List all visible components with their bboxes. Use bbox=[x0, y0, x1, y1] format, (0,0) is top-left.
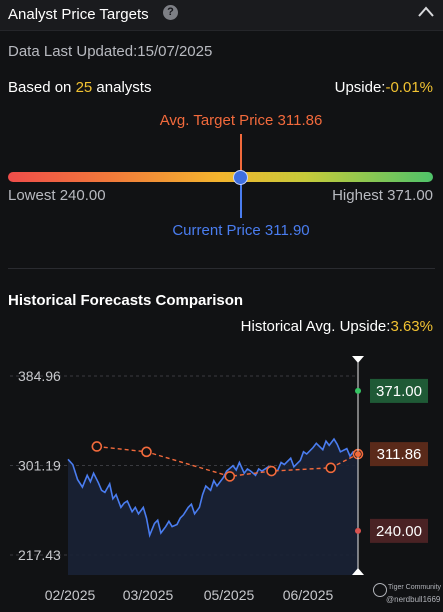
watermark-line1: Tiger Community bbox=[388, 584, 442, 591]
avg-target-point bbox=[91, 441, 103, 452]
current-price-dot bbox=[233, 170, 248, 185]
target-badge bbox=[370, 442, 428, 467]
price-range-bar bbox=[8, 172, 433, 182]
x-tick-label: 02/2025 bbox=[45, 587, 96, 603]
target-badge-label: 240.00 bbox=[376, 523, 422, 540]
target-badge bbox=[370, 518, 428, 543]
target-badge-label: 311.86 bbox=[377, 446, 422, 463]
target-badge bbox=[370, 378, 428, 403]
guide-top-triangle-icon bbox=[352, 356, 364, 363]
badge-dot bbox=[355, 387, 361, 394]
y-tick-label: 384.96 bbox=[18, 368, 61, 384]
badge-dot bbox=[355, 451, 361, 458]
price-line bbox=[67, 437, 359, 539]
price-area bbox=[68, 439, 358, 575]
avg-target-point bbox=[266, 465, 277, 477]
avg-target-marker bbox=[240, 134, 242, 176]
history-chart[interactable]: 384.96 301.19 217.43 371.00 311.86 240.00 02/2… bbox=[0, 350, 443, 612]
history-avg-upside: Historical Avg. Upside:3.63% bbox=[240, 318, 433, 335]
help-icon[interactable]: ? bbox=[163, 5, 178, 20]
avg-target-point bbox=[325, 462, 337, 474]
chevron-up-icon[interactable] bbox=[417, 5, 435, 19]
section-divider bbox=[8, 268, 435, 269]
current-price-label: Current Price 311.90 bbox=[172, 222, 310, 239]
target-badge-label: 371.00 bbox=[376, 383, 422, 400]
y-tick-label: 301.19 bbox=[18, 458, 61, 474]
upside: Upside:-0.01% bbox=[334, 79, 433, 96]
avg-target-line bbox=[96, 445, 359, 478]
last-updated: Data Last Updated:15/07/2025 bbox=[8, 43, 213, 60]
avg-target-point bbox=[224, 471, 236, 482]
watermark-line2: @nerdbull1669 bbox=[386, 595, 441, 604]
x-tick-label: 06/2025 bbox=[283, 587, 334, 603]
x-tick-label: 05/2025 bbox=[204, 587, 255, 603]
avg-target-label: Avg. Target Price 311.86 bbox=[159, 112, 323, 129]
current-price-marker bbox=[240, 184, 242, 218]
highest-target: Highest 371.00 bbox=[332, 187, 433, 204]
lowest-target: Lowest 240.00 bbox=[8, 187, 106, 204]
avg-target-point bbox=[141, 446, 152, 458]
watermark-logo-icon bbox=[373, 583, 387, 597]
x-tick-label: 03/2025 bbox=[123, 587, 174, 603]
guide-bottom-triangle-icon bbox=[352, 568, 364, 575]
history-title: Historical Forecasts Comparison bbox=[8, 292, 244, 309]
section-header[interactable]: Analyst Price Targets ? bbox=[0, 0, 443, 31]
y-tick-label: 217.43 bbox=[18, 547, 61, 563]
analyst-count: Based on 25 analysts bbox=[8, 79, 152, 96]
section-title: Analyst Price Targets bbox=[8, 6, 149, 23]
badge-dot bbox=[355, 527, 361, 534]
